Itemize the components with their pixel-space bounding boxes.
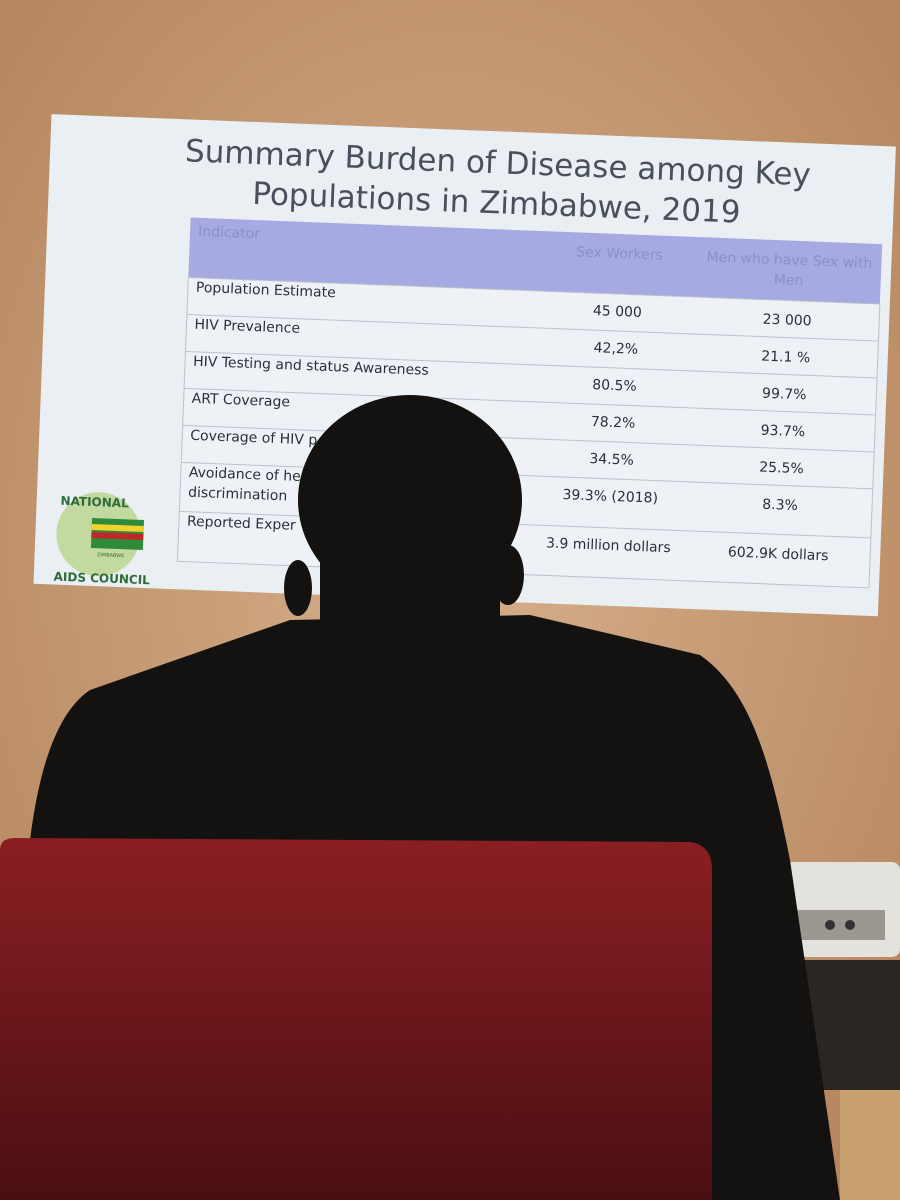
header-cell: Men who have Sex with — [706, 249, 872, 271]
indicator-cell: Coverage of HIV p — [190, 428, 318, 449]
logo-text: NATIONAL — [60, 494, 129, 511]
indicator-cell: Reported Exper — [187, 514, 297, 534]
msm-cell: 25.5% — [759, 460, 804, 478]
msm-cell: 99.7% — [762, 386, 807, 404]
sex-workers-cell: 80.5% — [592, 377, 637, 395]
sex-workers-cell: 45 000 — [593, 303, 643, 321]
indicator-cell: discrimination — [188, 485, 288, 505]
indicator-cell: ART Coverage — [191, 391, 290, 411]
header-cell: Sex Workers — [576, 244, 663, 263]
msm-cell: 8.3% — [762, 497, 798, 514]
logo: NATIONAL AIDS COUNCIL ZIMBABWE — [53, 492, 150, 588]
sex-workers-cell: 42,2% — [593, 340, 638, 358]
sex-workers-cell: 34.5% — [589, 451, 634, 469]
sex-workers-cell: 3.9 million dollars — [546, 535, 671, 556]
msm-cell: 602.9K dollars — [728, 544, 829, 564]
logo-text: ZIMBABWE — [97, 552, 125, 559]
header-cell: Indicator — [198, 224, 261, 242]
indicator-cell: Avoidance of he — [189, 465, 302, 485]
sex-workers-cell: 39.3% (2018) — [562, 487, 658, 507]
logo-text: AIDS COUNCIL — [53, 570, 150, 588]
msm-cell: 23 000 — [762, 312, 812, 330]
indicator-cell: Population Estimate — [196, 280, 336, 301]
table-header — [188, 217, 883, 305]
msm-cell: 21.1 % — [761, 349, 811, 367]
sex-workers-cell: 78.2% — [591, 414, 636, 432]
projector — [765, 862, 900, 1090]
header-cell: Men — [774, 272, 804, 289]
indicator-cell: HIV Prevalence — [194, 317, 300, 337]
msm-cell: 93.7% — [760, 423, 805, 441]
floor — [840, 1090, 900, 1200]
chair — [0, 838, 712, 1200]
row-lines — [179, 313, 879, 539]
